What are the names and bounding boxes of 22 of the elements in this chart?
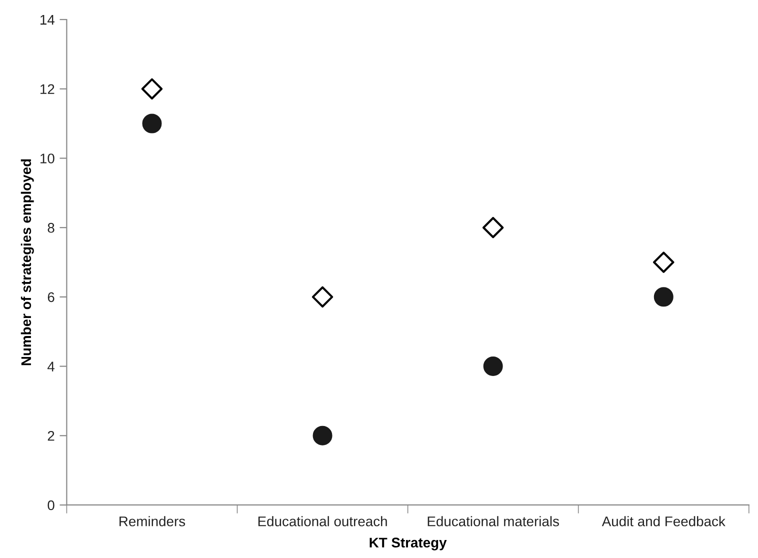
y-axis-title: Number of strategies employed bbox=[20, 159, 34, 366]
x-tick-label: Audit and Feedback bbox=[602, 516, 726, 526]
y-tick-label: 12 bbox=[40, 84, 54, 94]
point bbox=[654, 287, 674, 307]
point bbox=[653, 252, 674, 273]
y-tick-label: 0 bbox=[48, 500, 54, 510]
point bbox=[483, 356, 503, 376]
point bbox=[482, 216, 504, 238]
x-axis-title: KT Strategy bbox=[370, 538, 447, 550]
y-tick-label: 2 bbox=[48, 430, 54, 441]
y-tick-label: 4 bbox=[47, 362, 54, 372]
y-tick-label: 8 bbox=[48, 222, 54, 233]
x-tick-label: Reminders bbox=[120, 516, 186, 526]
point bbox=[312, 286, 334, 308]
y-tick-label: 14 bbox=[40, 15, 54, 25]
point bbox=[312, 426, 332, 446]
y-tick-label: 10 bbox=[40, 154, 54, 164]
y-tick-label: 6 bbox=[48, 292, 54, 302]
point bbox=[141, 78, 163, 100]
x-tick-label: Educational materials bbox=[428, 516, 559, 526]
point bbox=[142, 114, 162, 134]
x-tick-label: Educational outreach bbox=[258, 516, 387, 526]
